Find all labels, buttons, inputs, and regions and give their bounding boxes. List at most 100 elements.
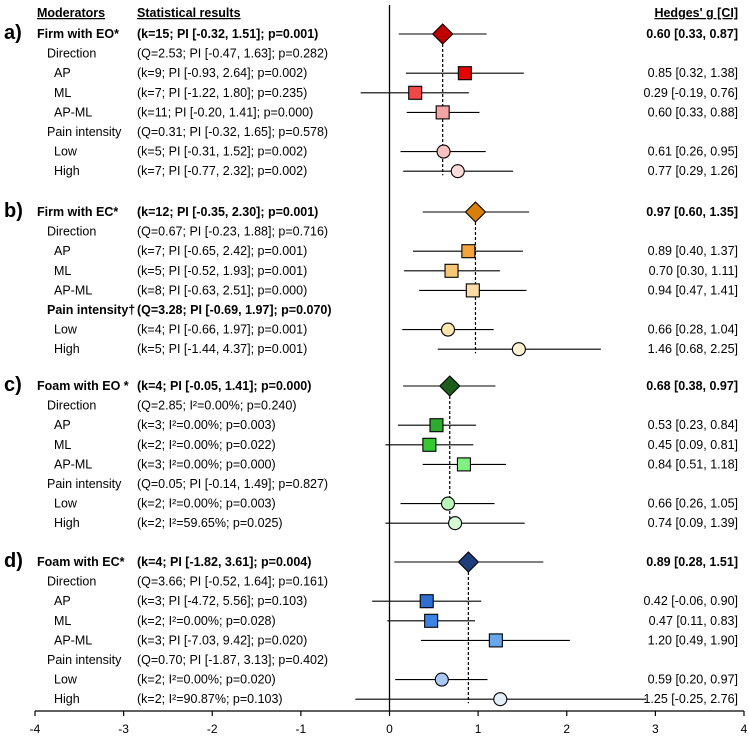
subgroup-label: AP — [54, 418, 71, 432]
subgroup-square-marker — [461, 244, 476, 259]
subgroup-label: AP — [54, 594, 71, 608]
header-hedges-g: Hedges' g [CI] — [654, 6, 738, 20]
subgroup-circle-marker — [440, 322, 456, 337]
summary-label: Firm with EO* — [37, 27, 119, 41]
subgroup-label: ML — [54, 614, 71, 628]
header-statistical-results: Statistical results — [137, 6, 241, 20]
subgroup-stats: (k=9; PI [-0.93, 2.64]; p=0.002) — [137, 66, 307, 80]
subgroup-square-marker — [408, 85, 423, 100]
subgroup-label: Low — [54, 323, 78, 337]
subgroup-label: ML — [54, 264, 71, 278]
header-moderators: Moderators — [37, 6, 105, 20]
x-tick-label: 1 — [475, 722, 482, 736]
subgroup-label: AP-ML — [54, 457, 92, 471]
subgroup-square-marker — [435, 105, 450, 120]
subgroup-stats: (k=11; PI [-0.20, 1.41]; p=0.000) — [137, 105, 313, 119]
summary-diamond — [431, 23, 454, 45]
x-tick-label: 4 — [741, 722, 748, 736]
subgroup-effect: 0.53 [0.23, 0.84] — [648, 418, 738, 432]
x-tick-label: -1 — [296, 722, 307, 736]
summary-effect: 0.89 [0.28, 1.51] — [646, 555, 738, 569]
subgroup-square-marker — [422, 437, 437, 452]
subgroup-square-marker — [465, 283, 480, 298]
subgroup-effect: 0.77 [0.29, 1.26] — [648, 164, 738, 178]
subgroup-effect: 0.66 [0.26, 1.05] — [648, 497, 738, 511]
subgroup-stats: (k=3; I²=0.00%; p=0.003) — [137, 418, 276, 432]
subgroup-stats: (Q=3.28; PI [-0.69, 1.97]; p=0.070) — [137, 303, 332, 317]
subgroup-stats: (k=4; PI [-0.66, 1.97]; p=0.001) — [137, 323, 307, 337]
panel-letter: c) — [4, 374, 22, 396]
panel-a: a) Firm with EO* (k=15; PI [-0.32, 1.51]; … — [4, 22, 738, 179]
panel-c: c) Foam with EO * (k=4; PI [-0.05, 1.41]; … — [4, 374, 738, 531]
summary-stats: (k=15; PI [-0.32, 1.51]; p=0.001) — [137, 27, 318, 41]
subgroup-effect: 0.61 [0.26, 0.95] — [648, 145, 738, 159]
summary-stats: (k=12; PI [-0.35, 2.30]; p=0.001) — [137, 205, 318, 219]
subgroup-circle-marker — [448, 516, 463, 531]
subgroup-stats: (k=8; PI [-0.63, 2.51]; p=0.000) — [137, 283, 307, 297]
subgroup-stats: (k=7; PI [-0.65, 2.42]; p=0.001) — [137, 244, 307, 258]
summary-diamond — [464, 201, 487, 223]
subgroup-effect: 1.46 [0.68, 2.25] — [648, 342, 738, 356]
x-tick-label: -4 — [30, 722, 41, 736]
moderator-label: Pain intensity† — [47, 303, 135, 317]
subgroup-square-marker — [424, 613, 439, 628]
subgroup-circle-marker — [493, 692, 508, 707]
x-tick-label: -3 — [118, 722, 129, 736]
subgroup-effect: 0.45 [0.09, 0.81] — [648, 438, 738, 452]
subgroup-effect: 0.74 [0.09, 1.39] — [648, 516, 738, 530]
x-tick-label: 0 — [386, 722, 393, 736]
subgroup-stats: (Q=0.05; PI [-0.14, 1.49]; p=0.827) — [137, 477, 328, 491]
summary-diamond — [438, 375, 461, 397]
moderator-label: Direction — [47, 399, 96, 413]
panel-letter: a) — [4, 22, 22, 44]
summary-effect: 0.68 [0.38, 0.97] — [646, 379, 738, 393]
subgroup-label: High — [54, 692, 80, 706]
moderator-label: Direction — [47, 47, 96, 61]
subgroup-stats: (Q=0.70; PI [-1.87, 3.13]; p=0.402) — [137, 653, 328, 667]
subgroup-stats: (k=2; I²=59.65%; p=0.025) — [137, 516, 283, 530]
subgroup-label: High — [54, 516, 80, 530]
subgroup-stats: (Q=2.53; PI [-0.47, 1.63]; p=0.282) — [137, 47, 328, 61]
moderator-label: Direction — [47, 575, 96, 589]
subgroup-stats: (k=3; I²=0.00%; p=0.000) — [137, 457, 276, 471]
subgroup-effect: 0.84 [0.51, 1.18] — [648, 457, 738, 471]
subgroup-label: High — [54, 342, 80, 356]
summary-stats: (k=4; PI [-1.82, 3.61]; p=0.004) — [137, 555, 311, 569]
subgroup-label: Low — [54, 497, 78, 511]
subgroup-effect: 0.60 [0.33, 0.88] — [648, 105, 738, 119]
moderator-label: Pain intensity — [47, 125, 122, 139]
subgroup-stats: (k=7; PI [-0.77, 2.32]; p=0.002) — [137, 164, 307, 178]
subgroup-circle-marker — [436, 144, 451, 159]
panel-letter: b) — [4, 200, 23, 222]
subgroup-square-marker — [429, 418, 444, 433]
subgroup-effect: 0.47 [0.11, 0.83] — [649, 614, 738, 628]
moderator-label: Pain intensity — [47, 653, 122, 667]
subgroup-effect: 1.25 [-0.25, 2.76] — [643, 692, 738, 706]
panel-letter: d) — [4, 550, 23, 572]
summary-stats: (k=4; PI [-0.05, 1.41]; p=0.000) — [137, 379, 311, 393]
subgroup-effect: 0.94 [0.47, 1.41] — [648, 283, 738, 297]
summary-effect: 0.60 [0.33, 0.87] — [646, 27, 738, 41]
panel-b: b) Firm with EC* (k=12; PI [-0.35, 2.30]; … — [4, 200, 738, 357]
subgroup-effect: 0.59 [0.20, 0.97] — [648, 673, 738, 687]
x-tick-label: 2 — [563, 722, 570, 736]
summary-label: Foam with EO * — [37, 379, 129, 393]
subgroup-stats: (Q=2.85; I²=0.00%; p=0.240) — [137, 399, 296, 413]
subgroup-stats: (k=2; I²=0.00%; p=0.003) — [137, 497, 276, 511]
x-tick-label: 3 — [652, 722, 659, 736]
summary-label: Foam with EC* — [37, 555, 125, 569]
subgroup-square-marker — [419, 594, 434, 609]
subgroup-square-marker — [456, 457, 471, 472]
subgroup-label: Low — [54, 145, 78, 159]
subgroup-label: ML — [54, 86, 71, 100]
subgroup-stats: (k=5; PI [-0.31, 1.52]; p=0.002) — [137, 145, 307, 159]
summary-diamond — [457, 551, 480, 573]
subgroup-square-marker — [444, 263, 459, 278]
subgroup-circle-marker — [440, 496, 456, 511]
subgroup-circle-marker — [434, 672, 449, 687]
subgroup-label: AP — [54, 66, 71, 80]
subgroup-effect: 0.85 [0.32, 1.38] — [648, 66, 738, 80]
summary-label: Firm with EC* — [37, 205, 118, 219]
subgroup-square-marker — [488, 633, 503, 648]
